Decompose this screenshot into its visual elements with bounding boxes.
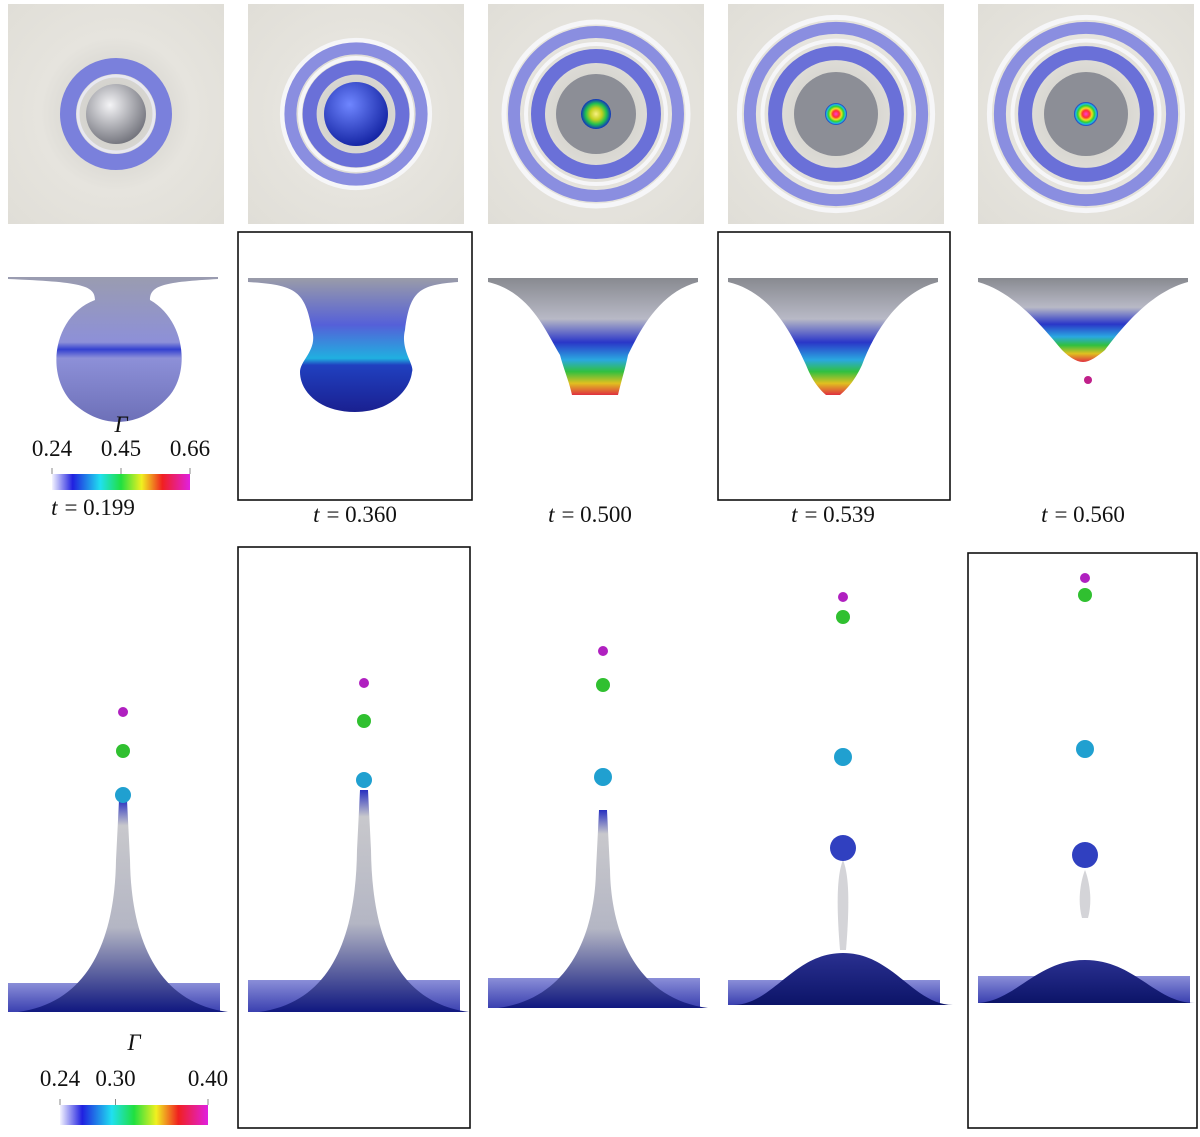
droplet [594,768,612,786]
droplet [359,678,369,688]
side-view [8,277,218,422]
time-value: = 0.560 [1054,502,1124,527]
droplet [1076,740,1094,758]
ring [736,14,936,214]
droplet [116,744,130,758]
ring [508,26,684,202]
colorbar-symbol: Γ [113,412,128,437]
ring [284,42,428,186]
center-dot [581,99,611,129]
ring [531,49,661,179]
hump [975,960,1195,1003]
ring [279,37,433,191]
colorbar [60,1105,208,1125]
ring [743,21,929,207]
side-view [978,278,1188,362]
time-label: t = 0.199 [51,495,135,520]
time-symbol: t [548,502,555,527]
panel-frame [717,231,951,501]
colorbar-tick-label: 0.45 [101,436,141,461]
center-dot [1074,102,1098,126]
time-label: t = 0.539 [791,502,875,527]
ring [768,46,904,182]
ring [298,56,414,172]
droplet [598,646,608,656]
filament [837,860,849,950]
colorbar-tick-label: 0.66 [170,436,210,461]
time-symbol: t [51,495,58,520]
ring [760,38,912,190]
droplet [1078,588,1092,602]
side-view [728,278,938,395]
time-value: = 0.500 [561,502,631,527]
center-dot [825,103,847,125]
center [86,84,146,144]
colorbar-tick-label: 0.40 [188,1066,228,1091]
colorbar-symbol: Γ [126,1030,141,1055]
ring [60,58,172,170]
time-label: t = 0.500 [548,502,632,527]
side-view [248,278,458,412]
droplet [118,707,128,717]
side-view [488,278,698,395]
droplet [830,835,856,861]
time-symbol: t [791,502,798,527]
hump [733,953,953,1005]
time-label: t = 0.360 [313,502,397,527]
jet [18,800,228,1012]
panel-frame [237,546,471,1129]
droplet [1080,573,1090,583]
ring [302,60,410,168]
center [324,82,388,146]
time-symbol: t [313,502,320,527]
jet [259,790,469,1012]
time-label: t = 0.560 [1041,502,1125,527]
colorbar [52,474,190,490]
colorbar-tick-label: 0.24 [32,436,73,461]
ring [1018,46,1154,182]
ring [524,42,668,186]
jet [498,810,708,1008]
droplet [596,678,610,692]
colorbar-tick-label: 0.24 [40,1066,81,1091]
ring [993,21,1179,207]
droplet [356,772,372,788]
ring [501,19,691,209]
time-symbol: t [1041,502,1048,527]
droplet [834,748,852,766]
droplet [1072,842,1098,868]
time-value: = 0.360 [326,502,396,527]
filament [1079,870,1091,918]
panel-frame [967,552,1198,1129]
droplet [1084,376,1092,384]
ring [986,14,1186,214]
droplet [115,787,131,803]
panel-frame [237,231,473,501]
ring [76,74,156,154]
time-value: = 0.199 [64,495,134,520]
droplet [836,610,850,624]
droplet [357,714,371,728]
ring [1010,38,1162,190]
colorbar-tick-label: 0.30 [95,1066,135,1091]
droplet [838,592,848,602]
time-value: = 0.539 [804,502,874,527]
